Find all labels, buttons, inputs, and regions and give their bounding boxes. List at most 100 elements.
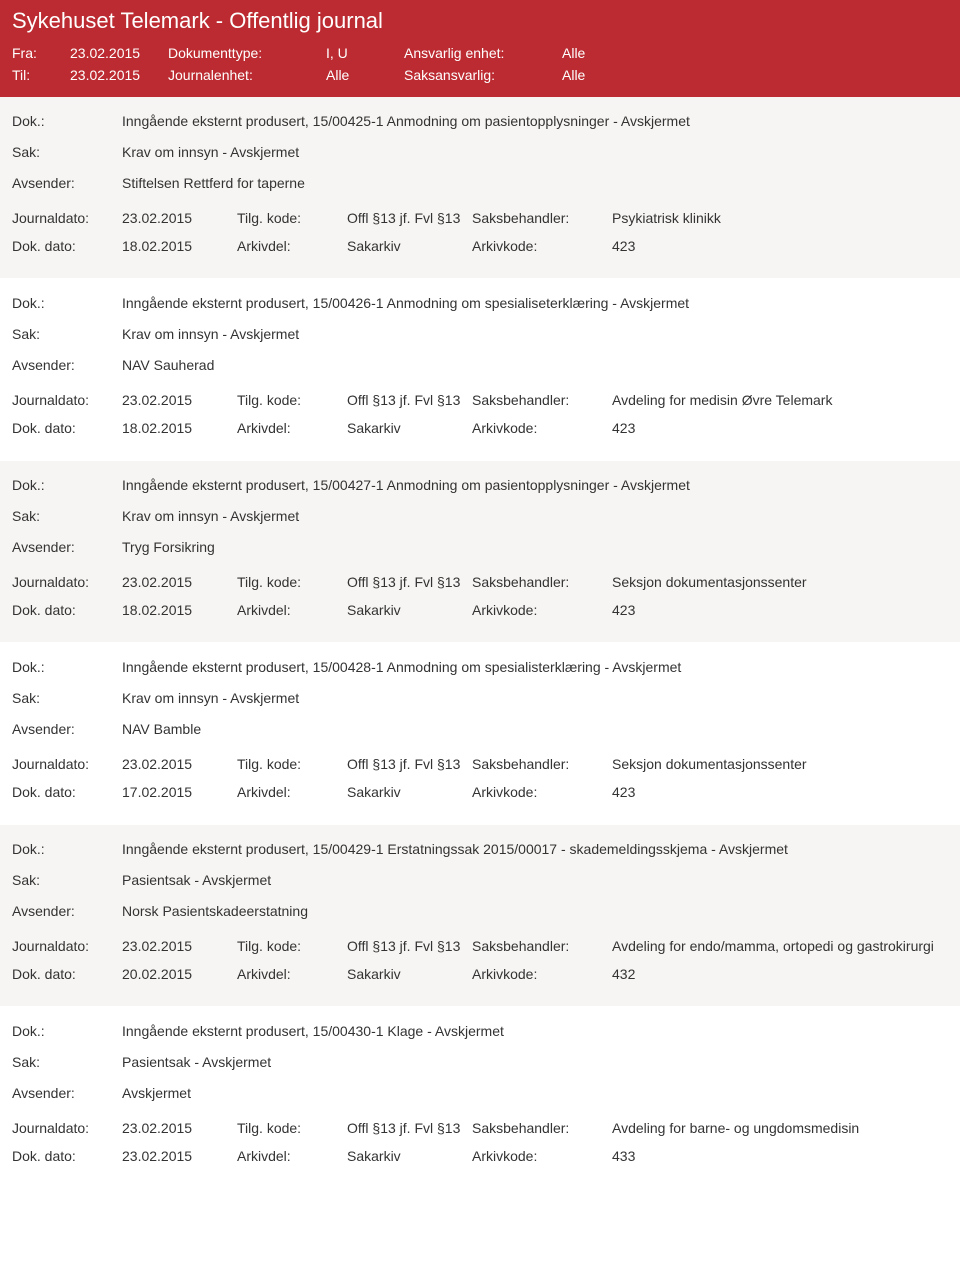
arkivkode-label: Arkivkode: [472,232,612,260]
arkivkode-value: 423 [612,778,635,806]
detail-row-1: Journaldato: 23.02.2015 Tilg. kode: Offl… [12,204,948,232]
saksbehandler-label: Saksbehandler: [472,204,612,232]
dok-row: Dok.: Inngående eksternt produsert, 15/0… [12,657,948,678]
header-meta-row-2: Til: 23.02.2015 Journalenhet: Alle Saksa… [12,64,948,86]
tilgkode-label: Tilg. kode: [237,750,347,778]
arkivkode-value: 423 [612,232,635,260]
detail-row-2: Dok. dato: 18.02.2015 Arkivdel: Sakarkiv… [12,232,948,260]
detail-row-1: Journaldato: 23.02.2015 Tilg. kode: Offl… [12,932,948,960]
saksbehandler-label: Saksbehandler: [472,1114,612,1142]
avsender-row: Avsender: Stiftelsen Rettferd for tapern… [12,173,948,194]
journaldato-value: 23.02.2015 [122,1114,237,1142]
detail-row-1: Journaldato: 23.02.2015 Tilg. kode: Offl… [12,568,948,596]
saksbehandler-label: Saksbehandler: [472,750,612,778]
dokdato-value: 20.02.2015 [122,960,237,988]
detail-row-2: Dok. dato: 18.02.2015 Arkivdel: Sakarkiv… [12,414,948,442]
arkivkode-label: Arkivkode: [472,1142,612,1170]
arkivkode-value: 433 [612,1142,635,1170]
journal-entry: Dok.: Inngående eksternt produsert, 15/0… [0,97,960,279]
arkivkode-label: Arkivkode: [472,414,612,442]
journal-entry: Dok.: Inngående eksternt produsert, 15/0… [0,279,960,461]
tilgkode-value: Offl §13 jf. Fvl §13 [347,204,472,232]
journaldato-value: 23.02.2015 [122,386,237,414]
arkivdel-value: Sakarkiv [347,960,472,988]
detail-row-1: Journaldato: 23.02.2015 Tilg. kode: Offl… [12,386,948,414]
avsender-label: Avsender: [12,355,122,376]
sak-value: Krav om innsyn - Avskjermet [122,324,948,345]
journaldato-label: Journaldato: [12,750,122,778]
arkivkode-label: Arkivkode: [472,596,612,624]
journalenhet-label: Journalenhet: [168,64,308,86]
dokdato-value: 18.02.2015 [122,596,237,624]
sak-value: Krav om innsyn - Avskjermet [122,506,948,527]
tilgkode-value: Offl §13 jf. Fvl §13 [347,386,472,414]
saksbehandler-value: Psykiatrisk klinikk [612,204,948,232]
tilgkode-label: Tilg. kode: [237,1114,347,1142]
saksbehandler-label: Saksbehandler: [472,568,612,596]
detail-row-2: Dok. dato: 20.02.2015 Arkivdel: Sakarkiv… [12,960,948,988]
journaldato-label: Journaldato: [12,386,122,414]
dok-row: Dok.: Inngående eksternt produsert, 15/0… [12,111,948,132]
sak-value: Krav om innsyn - Avskjermet [122,688,948,709]
journalenhet-value: Alle [326,64,386,86]
dokdato-label: Dok. dato: [12,960,122,988]
doktype-value: I, U [326,42,386,64]
arkivkode-value: 432 [612,960,635,988]
saksbehandler-value: Seksjon dokumentasjonssenter [612,568,948,596]
avsender-row: Avsender: NAV Sauherad [12,355,948,376]
dok-row: Dok.: Inngående eksternt produsert, 15/0… [12,1021,948,1042]
saksbehandler-value: Avdeling for barne- og ungdomsmedisin [612,1114,948,1142]
tilgkode-value: Offl §13 jf. Fvl §13 [347,750,472,778]
dokdato-value: 18.02.2015 [122,232,237,260]
til-label: Til: [12,64,52,86]
arkivdel-value: Sakarkiv [347,232,472,260]
journaldato-value: 23.02.2015 [122,204,237,232]
avsender-label: Avsender: [12,719,122,740]
avsender-label: Avsender: [12,901,122,922]
arkivdel-label: Arkivdel: [237,778,347,806]
saksbehandler-value: Avdeling for endo/mamma, ortopedi og gas… [612,932,948,960]
arkivdel-label: Arkivdel: [237,596,347,624]
tilgkode-value: Offl §13 jf. Fvl §13 [347,568,472,596]
sak-value: Pasientsak - Avskjermet [122,1052,948,1073]
journaldato-label: Journaldato: [12,1114,122,1142]
journal-entry: Dok.: Inngående eksternt produsert, 15/0… [0,461,960,643]
journaldato-label: Journaldato: [12,932,122,960]
sak-row: Sak: Pasientsak - Avskjermet [12,870,948,891]
saksbehandler-label: Saksbehandler: [472,932,612,960]
sak-row: Sak: Krav om innsyn - Avskjermet [12,688,948,709]
dok-value: Inngående eksternt produsert, 15/00429-1… [122,839,948,860]
saksbehandler-value: Seksjon dokumentasjonssenter [612,750,948,778]
avsender-row: Avsender: Norsk Pasientskadeerstatning [12,901,948,922]
avsender-value: Norsk Pasientskadeerstatning [122,901,948,922]
arkivdel-value: Sakarkiv [347,596,472,624]
arkivdel-value: Sakarkiv [347,414,472,442]
journaldato-label: Journaldato: [12,204,122,232]
arkivkode-label: Arkivkode: [472,778,612,806]
arkivdel-label: Arkivdel: [237,1142,347,1170]
saksansvarlig-value: Alle [562,64,585,86]
header-meta-row-1: Fra: 23.02.2015 Dokumenttype: I, U Ansva… [12,42,948,64]
detail-row-1: Journaldato: 23.02.2015 Tilg. kode: Offl… [12,750,948,778]
journaldato-value: 23.02.2015 [122,568,237,596]
dokdato-label: Dok. dato: [12,414,122,442]
avsender-label: Avsender: [12,173,122,194]
dok-row: Dok.: Inngående eksternt produsert, 15/0… [12,839,948,860]
arkivkode-label: Arkivkode: [472,960,612,988]
dokdato-value: 18.02.2015 [122,414,237,442]
dok-row: Dok.: Inngående eksternt produsert, 15/0… [12,293,948,314]
fra-value: 23.02.2015 [70,42,150,64]
avsender-value: Avskjermet [122,1083,948,1104]
avsender-row: Avsender: Tryg Forsikring [12,537,948,558]
sak-label: Sak: [12,506,122,527]
page-header: Sykehuset Telemark - Offentlig journal F… [0,0,960,97]
sak-value: Pasientsak - Avskjermet [122,870,948,891]
saksbehandler-label: Saksbehandler: [472,386,612,414]
dokdato-label: Dok. dato: [12,596,122,624]
sak-row: Sak: Krav om innsyn - Avskjermet [12,324,948,345]
arkivdel-value: Sakarkiv [347,778,472,806]
dok-label: Dok.: [12,111,122,132]
avsender-row: Avsender: NAV Bamble [12,719,948,740]
dok-label: Dok.: [12,475,122,496]
avsender-row: Avsender: Avskjermet [12,1083,948,1104]
